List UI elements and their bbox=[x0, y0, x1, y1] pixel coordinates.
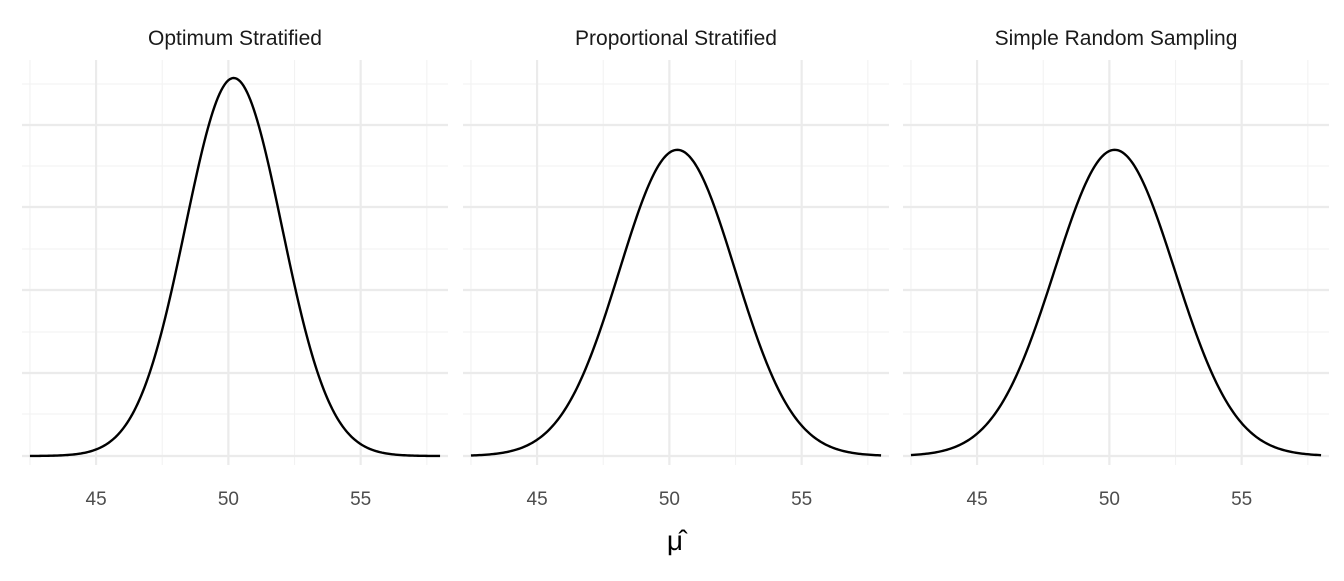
x-axis-title: μ̂ bbox=[667, 525, 688, 556]
density-curve bbox=[29, 76, 441, 458]
x-tick-label: 45 bbox=[86, 489, 107, 510]
x-tick-label: 55 bbox=[791, 489, 812, 510]
facet-title: Proportional Stratified bbox=[575, 27, 777, 50]
x-tick-label: 50 bbox=[659, 489, 680, 510]
facet-panel: 45 50 55 Simple Random Sampling bbox=[903, 27, 1329, 510]
x-tick-label: 55 bbox=[350, 489, 371, 510]
facet-title: Simple Random Sampling bbox=[995, 27, 1238, 50]
x-tick-label: 45 bbox=[967, 489, 988, 510]
facet-panel: 45 50 55 Optimum Stratified bbox=[22, 27, 448, 510]
x-tick-label: 50 bbox=[1099, 489, 1120, 510]
facet-panel: 45 50 55 Proportional Stratified bbox=[463, 27, 889, 510]
x-tick-label: 55 bbox=[1231, 489, 1252, 510]
facet-title: Optimum Stratified bbox=[148, 27, 322, 50]
x-tick-label: 45 bbox=[527, 489, 548, 510]
density-curve bbox=[910, 148, 1322, 457]
x-tick-label: 50 bbox=[218, 489, 239, 510]
density-curve bbox=[470, 148, 882, 457]
